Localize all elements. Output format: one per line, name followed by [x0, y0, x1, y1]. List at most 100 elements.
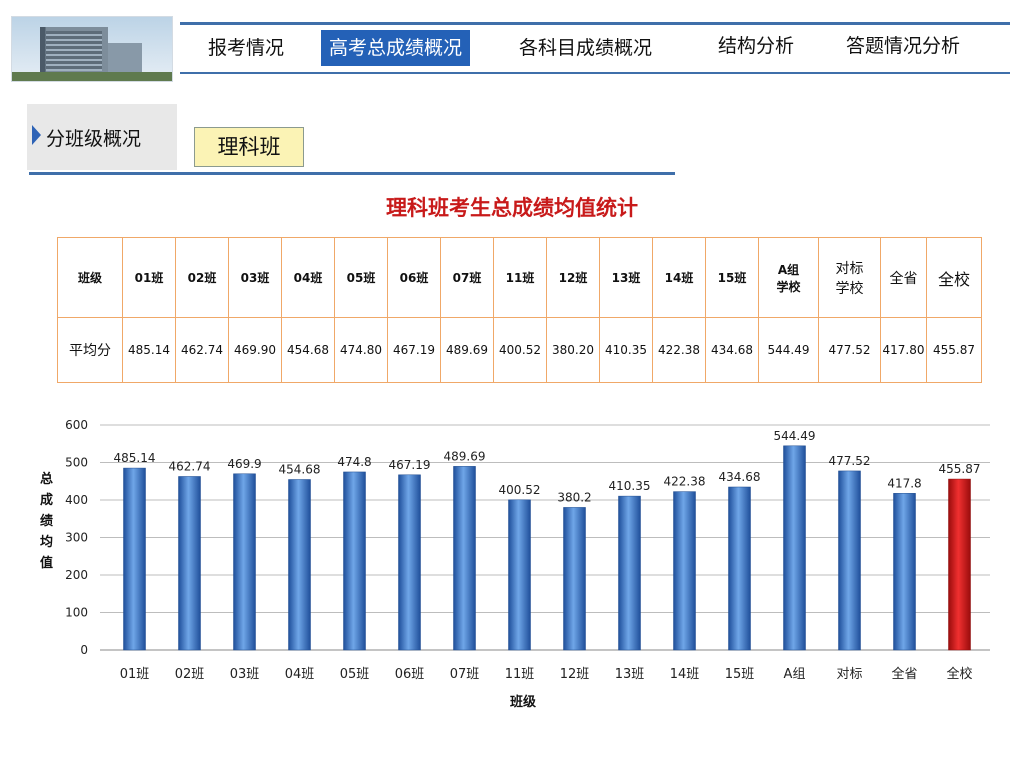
x-tick-label: 01班	[120, 667, 150, 682]
table-header-cell: 对标学校	[818, 237, 881, 318]
logo-building-side	[108, 43, 142, 75]
x-tick-label: 02班	[175, 667, 205, 682]
table-cell: 410.35	[599, 317, 653, 383]
bar	[233, 473, 256, 651]
y-tick-label: 200	[65, 568, 88, 582]
data-label: 455.87	[939, 462, 981, 476]
nav-item-total-score[interactable]: 高考总成绩概况	[321, 30, 471, 66]
y-tick-label: 0	[80, 643, 88, 657]
y-tick-label: 500	[65, 456, 88, 470]
bar	[178, 476, 201, 651]
x-tick-label: 12班	[560, 667, 590, 682]
table-header-cell: 13班	[599, 237, 653, 318]
data-label: 434.68	[719, 470, 761, 484]
bar	[453, 466, 476, 651]
x-tick-label: 全校	[946, 666, 972, 682]
x-axis-label: 班级	[510, 694, 537, 710]
data-label: 474.8	[337, 455, 371, 469]
nav-item-answers[interactable]: 答题情况分析	[846, 35, 961, 57]
data-label: 469.9	[227, 457, 261, 471]
nav-item-structure[interactable]: 结构分析	[718, 35, 795, 57]
table-header-row: 班级 01班 02班 03班 04班 05班 06班 07班 11班 12班 1…	[57, 237, 982, 318]
table-header-cell: 05班	[334, 237, 388, 318]
table-header-cell: 06班	[387, 237, 441, 318]
table-cell: 485.14	[122, 317, 176, 383]
class-type-tag: 理科班	[194, 127, 304, 167]
data-label: 544.49	[774, 429, 816, 443]
x-tick-label: 对标	[836, 667, 862, 682]
bar	[893, 493, 916, 651]
x-tick-label: 07班	[450, 667, 480, 682]
section-rule	[29, 172, 675, 175]
table-cell: 462.74	[175, 317, 229, 383]
table-cell: 467.19	[387, 317, 441, 383]
data-label: 467.19	[389, 458, 431, 472]
table-cell: 417.80	[880, 317, 927, 383]
bar	[288, 479, 311, 651]
y-tick-label: 600	[65, 418, 88, 432]
x-tick-label: 04班	[285, 667, 315, 682]
y-tick-label: 400	[65, 493, 88, 507]
x-tick-label: A组	[784, 667, 806, 682]
triangle-right-icon	[32, 125, 41, 145]
table-header-cell: 04班	[281, 237, 335, 318]
table-cell: 454.68	[281, 317, 335, 383]
table-header-cell: 07班	[440, 237, 494, 318]
data-label: 489.69	[444, 449, 486, 463]
logo-ground	[12, 72, 172, 81]
header-bottom-rule	[180, 72, 1010, 74]
data-label: 400.52	[499, 483, 541, 497]
y-axis-label: 总成绩均值	[40, 471, 53, 571]
data-label: 485.14	[114, 451, 156, 465]
bar	[673, 491, 696, 651]
table-header-cell: A组学校	[758, 237, 819, 318]
bar	[783, 445, 806, 651]
bar	[838, 470, 861, 651]
bar	[123, 467, 146, 651]
table-header-cell: 15班	[705, 237, 759, 318]
bar	[728, 486, 751, 651]
table-header-cell: 03班	[228, 237, 282, 318]
x-tick-label: 11班	[505, 667, 535, 682]
table-cell: 489.69	[440, 317, 494, 383]
bar	[618, 495, 641, 651]
table-cell: 474.80	[334, 317, 388, 383]
table-row: 平均分 485.14 462.74 469.90 454.68 474.80 4…	[57, 317, 982, 383]
logo-building-main	[40, 27, 108, 75]
table-cell: 380.20	[546, 317, 600, 383]
table-header-cell: 11班	[493, 237, 547, 318]
bar	[398, 474, 421, 651]
data-label: 422.38	[664, 475, 706, 489]
bar	[563, 507, 586, 651]
y-tick-label: 300	[65, 531, 88, 545]
data-label: 462.74	[169, 459, 211, 473]
bar	[343, 471, 366, 651]
bar-chart: 0 100 200 300 400 500 600 485.14 01班 462.74 02班 469…	[40, 418, 990, 710]
nav-item-subject-scores[interactable]: 各科目成绩概况	[519, 37, 653, 59]
building-logo	[11, 16, 173, 82]
data-label: 417.8	[887, 476, 921, 490]
table-cell: 544.49	[758, 317, 819, 383]
table-header-cell: 14班	[652, 237, 706, 318]
page-title: 理科班考生总成绩均值统计	[386, 196, 638, 220]
x-tick-label: 全省	[891, 666, 917, 682]
section-label: 分班级概况	[46, 128, 142, 150]
stats-table: 班级 01班 02班 03班 04班 05班 06班 07班 11班 12班 1…	[57, 237, 982, 383]
table-header-cell: 全省	[880, 237, 927, 318]
section-header: 分班级概况	[27, 104, 177, 170]
x-tick-label: 05班	[340, 667, 370, 682]
nav-item-registration[interactable]: 报考情况	[208, 37, 285, 59]
x-tick-label: 06班	[395, 667, 425, 682]
x-tick-label: 15班	[725, 667, 755, 682]
table-header-label: 班级	[57, 237, 123, 318]
table-cell: 469.90	[228, 317, 282, 383]
table-cell: 455.87	[926, 317, 982, 383]
table-header-cell: 全校	[926, 237, 982, 318]
data-label: 454.68	[279, 462, 321, 476]
table-cell: 400.52	[493, 317, 547, 383]
table-header-cell: 12班	[546, 237, 600, 318]
bar	[508, 499, 531, 651]
y-tick-label: 100	[65, 606, 88, 620]
table-row-label: 平均分	[57, 317, 123, 383]
table-cell: 477.52	[818, 317, 881, 383]
